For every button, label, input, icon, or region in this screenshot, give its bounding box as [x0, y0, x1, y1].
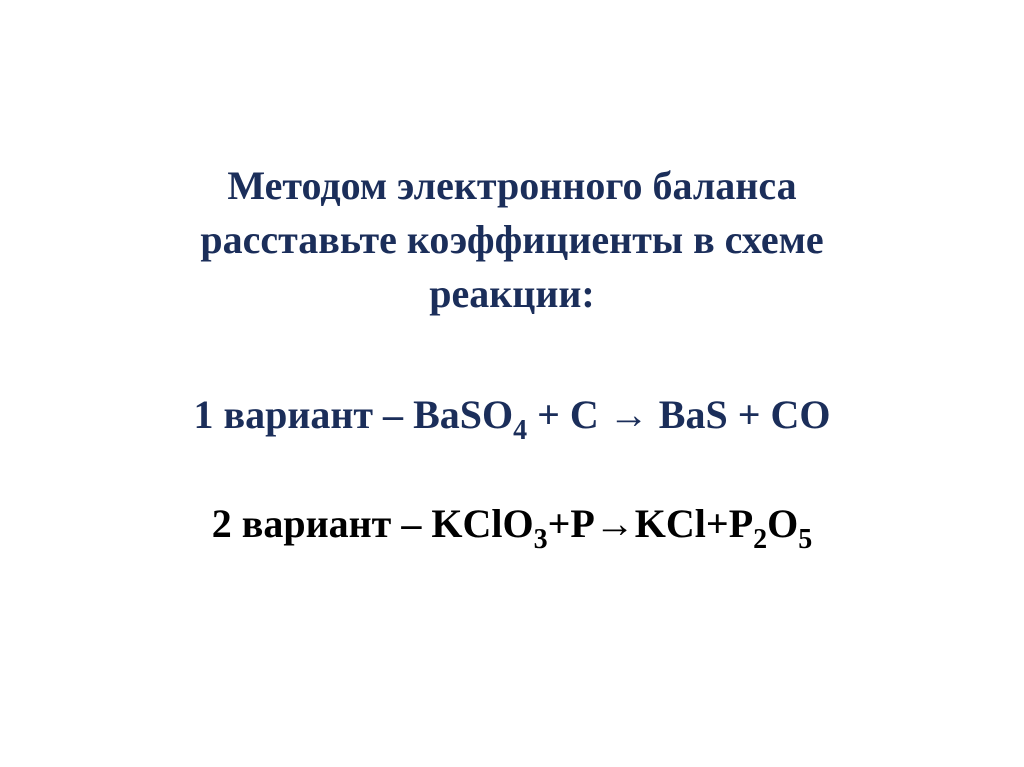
formula-part: BaSO [413, 392, 513, 437]
heading-line-3: реакции: [60, 267, 964, 321]
formula-subscript: 4 [513, 415, 527, 446]
formula-subscript: 3 [534, 524, 548, 555]
variant-2: 2 вариант – KClO3+P→KCl+P2O5 [60, 500, 964, 554]
formula-part: KClO [431, 501, 533, 546]
heading-block: Методом электронного баланса расставьте … [60, 159, 964, 321]
variant-1: 1 вариант – BaSO4 + C → BaS + CO [60, 391, 964, 445]
variant-2-label: 2 вариант – [212, 501, 432, 546]
formula-subscript: 2 [753, 524, 767, 555]
formula-subscript: 5 [798, 524, 812, 555]
formula-part: + C → BaS + CO [527, 392, 830, 437]
heading-line-1: Методом электронного баланса [60, 159, 964, 213]
formula-part: +P→KCl+P [548, 501, 754, 546]
variant-1-label: 1 вариант – [193, 392, 413, 437]
formula-part: O [767, 501, 798, 546]
heading-line-2: расставьте коэффициенты в схеме [60, 213, 964, 267]
